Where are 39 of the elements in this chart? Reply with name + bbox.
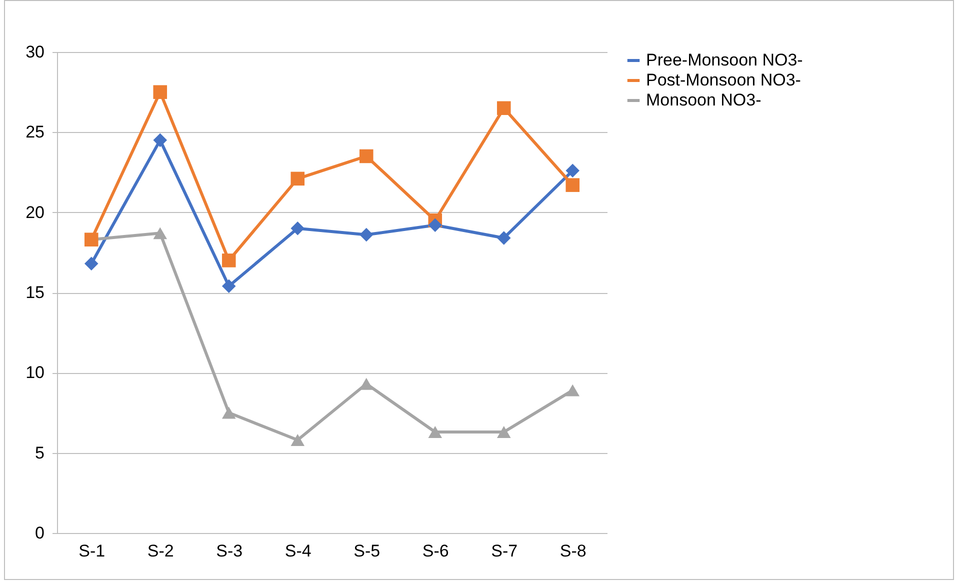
- x-tick-label: S-3: [216, 542, 243, 560]
- y-tick-label: 30: [26, 42, 44, 62]
- x-tick-label: S-7: [491, 542, 518, 560]
- y-tick-label: 10: [26, 363, 44, 382]
- point: [428, 218, 442, 232]
- point: [222, 254, 236, 268]
- x-tick-label: S-1: [78, 542, 106, 560]
- legend-label: Post-Monsoon NO3-: [646, 70, 801, 90]
- y-tick-label: 20: [26, 202, 44, 222]
- point: [359, 149, 374, 164]
- legend-label: Pree-Monsoon NO3-: [646, 50, 803, 70]
- x-tick-label: S-4: [284, 542, 312, 560]
- point: [290, 434, 305, 446]
- x-tick-label: S-6: [422, 542, 449, 560]
- point: [566, 178, 580, 192]
- point: [496, 426, 511, 438]
- point: [153, 133, 168, 148]
- point: [290, 221, 305, 236]
- x-tick-label: S-5: [354, 542, 380, 560]
- point: [566, 164, 580, 178]
- point: [84, 256, 98, 271]
- point: [222, 279, 236, 293]
- x-tick-label: S-2: [147, 542, 174, 560]
- point: [290, 172, 305, 186]
- point: [428, 426, 442, 438]
- point: [496, 231, 511, 245]
- point: [566, 384, 580, 396]
- y-tick-label: 15: [26, 283, 44, 302]
- point: [496, 101, 511, 116]
- y-tick-label: 5: [35, 443, 44, 462]
- point: [359, 378, 374, 390]
- point: [222, 406, 236, 419]
- point: [153, 85, 168, 99]
- point: [153, 227, 168, 240]
- y-tick-label: 0: [35, 524, 44, 542]
- y-tick-label: 25: [26, 122, 44, 142]
- legend-label: Monsoon NO3-: [646, 90, 762, 110]
- x-tick-label: S-8: [560, 542, 586, 560]
- point: [359, 228, 374, 242]
